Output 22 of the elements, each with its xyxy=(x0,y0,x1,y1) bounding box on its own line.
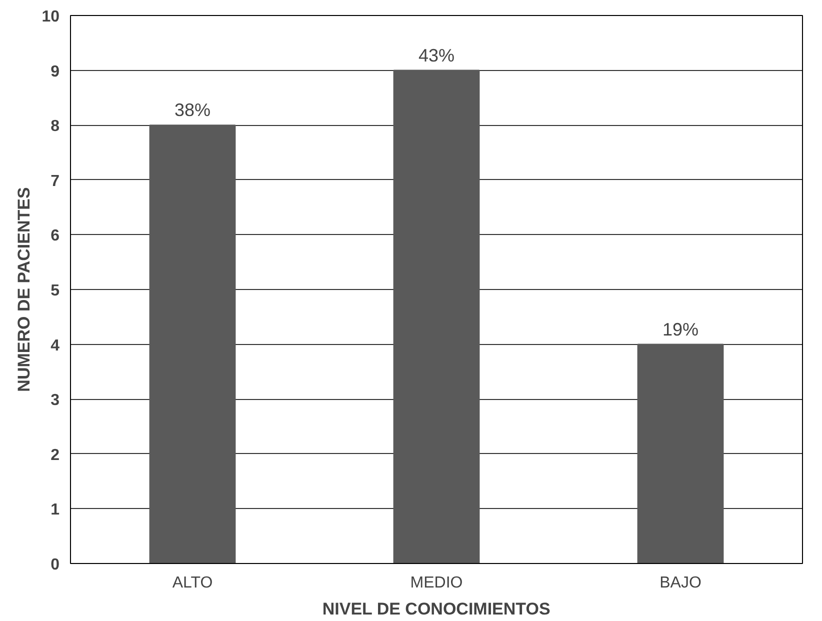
y-axis-title: NUMERO DE PACIENTES xyxy=(14,187,34,392)
y-tick-label: 0 xyxy=(50,556,60,574)
y-tick-label: 3 xyxy=(50,392,60,410)
x-tick-label: BAJO xyxy=(660,574,702,592)
y-tick-label: 9 xyxy=(50,63,60,80)
y-tick-label: 6 xyxy=(50,228,60,245)
annotation: 43% xyxy=(418,45,455,66)
bar xyxy=(149,124,236,564)
x-tick-label: MEDIO xyxy=(410,574,463,592)
x-tick-label: ALTO xyxy=(172,574,213,592)
annotation: 38% xyxy=(174,100,211,120)
y-tick-label: 2 xyxy=(50,446,60,464)
x-axis-title: NIVEL DE CONOCIMIENTOS xyxy=(322,600,550,618)
y-tick-label: 4 xyxy=(50,337,60,354)
annotation: 19% xyxy=(662,319,699,340)
y-tick-label: 8 xyxy=(50,118,60,136)
y-tick-label: 5 xyxy=(50,282,60,300)
bar xyxy=(637,344,724,564)
y-tick-label: 1 xyxy=(50,502,60,519)
y-tick-label: 10 xyxy=(42,8,60,26)
y-tick-label: 7 xyxy=(50,172,60,190)
bar xyxy=(393,70,480,564)
